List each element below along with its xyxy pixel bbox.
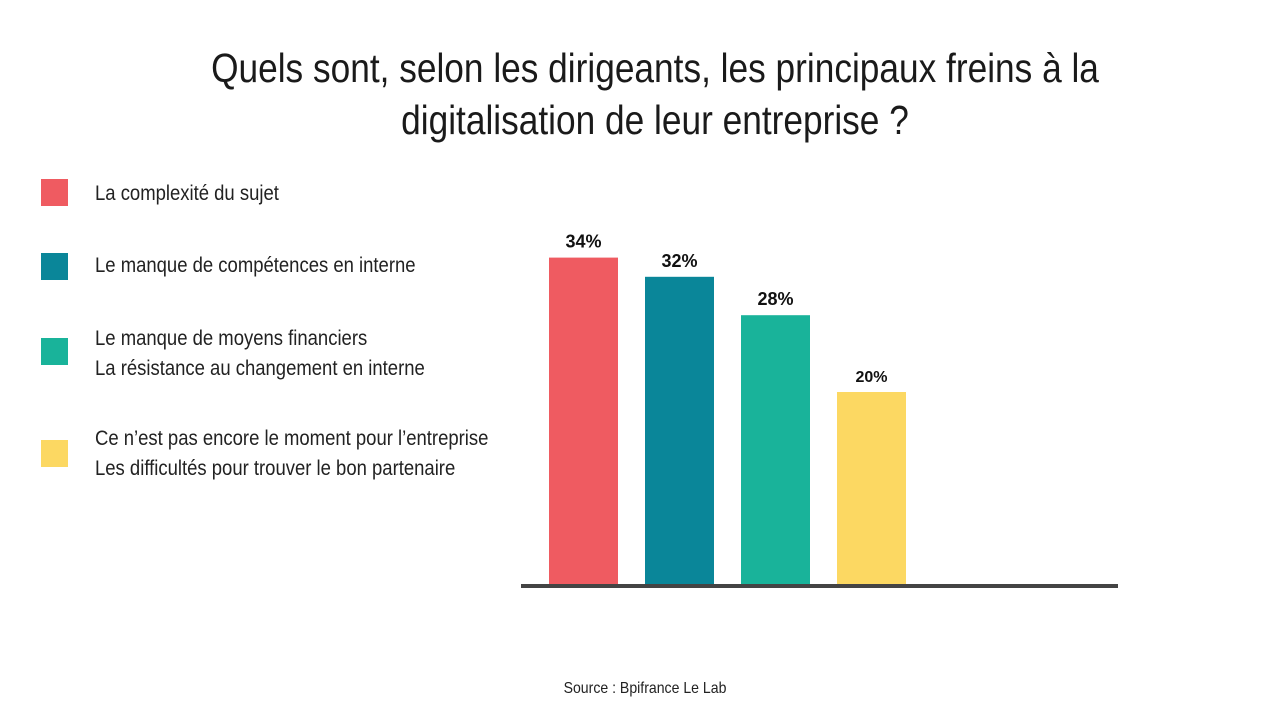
data-label: 20% (855, 369, 887, 386)
legend-label-line: La résistance au changement en interne (95, 357, 425, 380)
legend-swatch (41, 440, 68, 467)
legend-label: Le manque de moyens financiers La résist… (95, 324, 425, 384)
data-label: 32% (661, 251, 697, 271)
legend-label-line: Les difficultés pour trouver le bon part… (95, 457, 456, 480)
chart-title: Quels sont, selon les dirigeants, les pr… (92, 42, 1219, 146)
chart-title-line: digitalisation de leur entreprise ? (401, 97, 909, 143)
bar (549, 257, 618, 584)
chart-title-line: Quels sont, selon les dirigeants, les pr… (211, 45, 1099, 91)
legend-label: Le manque de compétences en interne (95, 251, 416, 281)
data-label: 28% (757, 289, 793, 309)
data-label: 34% (565, 232, 601, 252)
legend-swatch (41, 253, 68, 280)
source-note: Source : Bpifrance Le Lab (563, 680, 727, 697)
bar (645, 276, 714, 584)
legend-label: La complexité du sujet (95, 179, 279, 209)
legend-label-line: Le manque de moyens financiers (95, 327, 368, 350)
legend-label-line: Ce n’est pas encore le moment pour l’ent… (95, 427, 489, 450)
legend-label-line: La complexité du sujet (95, 182, 279, 205)
bar (741, 315, 810, 584)
legend-swatch (41, 338, 68, 365)
bar (837, 392, 906, 584)
legend-label-line: Le manque de compétences en interne (95, 254, 416, 277)
legend-label: Ce n’est pas encore le moment pour l’ent… (95, 424, 488, 484)
legend-swatch (41, 179, 68, 206)
x-axis-line (521, 584, 1118, 588)
